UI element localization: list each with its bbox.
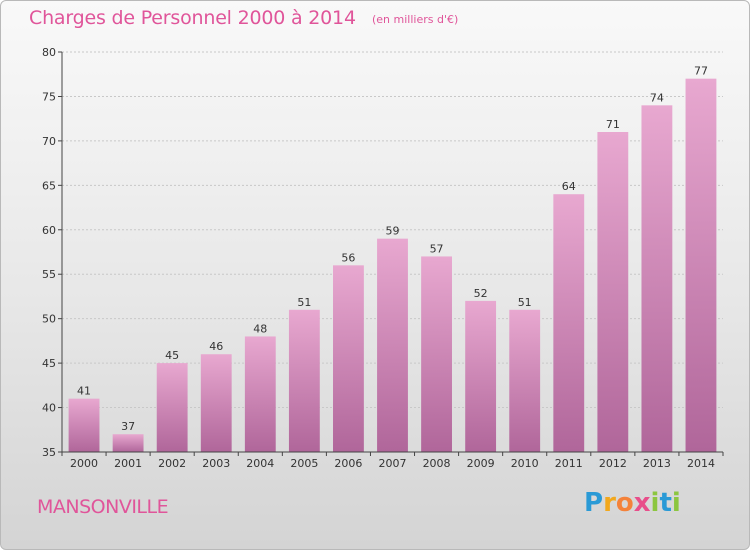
bar-2014[interactable] [685, 78, 717, 453]
value-label: 52 [474, 287, 488, 300]
value-label: 56 [341, 251, 355, 264]
x-tick-label: 2012 [599, 457, 627, 470]
y-tick-label: 75 [42, 90, 56, 103]
value-label: 51 [297, 296, 311, 309]
y-tick-label: 50 [42, 313, 56, 326]
value-label: 57 [430, 242, 444, 255]
bar-2000[interactable] [68, 398, 100, 452]
logo-letter: P [584, 488, 604, 518]
logo-letter: x [633, 488, 651, 518]
y-tick-label: 55 [42, 268, 56, 281]
y-tick-label: 60 [42, 224, 56, 237]
value-label: 45 [165, 349, 179, 362]
bar-2006[interactable] [333, 265, 364, 452]
x-tick-label: 2006 [334, 457, 362, 470]
proxiti-logo[interactable]: Proxiti [584, 488, 681, 518]
bar-2013[interactable] [641, 105, 673, 452]
value-label: 48 [253, 322, 267, 335]
value-label: 74 [650, 91, 664, 104]
value-label: 77 [694, 65, 708, 78]
y-tick-label: 35 [42, 446, 56, 459]
chart-subtitle: (en milliers d'€) [372, 13, 459, 26]
x-tick-label: 2003 [202, 457, 230, 470]
y-tick-label: 40 [42, 402, 56, 415]
bar-2012[interactable] [597, 132, 629, 452]
x-tick-label: 2001 [114, 457, 142, 470]
x-tick-label: 2007 [379, 457, 407, 470]
bar-2003[interactable] [200, 354, 232, 452]
x-tick-label: 2005 [290, 457, 318, 470]
value-label: 46 [209, 340, 223, 353]
logo-letter: r [603, 488, 616, 518]
value-label: 59 [386, 225, 400, 238]
value-label: 64 [562, 180, 576, 193]
x-tick-label: 2008 [423, 457, 451, 470]
bar-2010[interactable] [509, 309, 541, 452]
chart-title: Charges de Personnel 2000 à 2014 [29, 7, 356, 29]
value-label: 37 [121, 420, 135, 433]
x-tick-label: 2002 [158, 457, 186, 470]
x-tick-label: 2000 [70, 457, 98, 470]
x-tick-label: 2011 [555, 457, 583, 470]
value-label: 71 [606, 118, 620, 131]
logo-letter: i [671, 488, 681, 518]
y-tick-label: 45 [42, 357, 56, 370]
x-tick-label: 2004 [246, 457, 274, 470]
bar-2001[interactable] [112, 434, 144, 452]
x-tick-label: 2013 [643, 457, 671, 470]
logo-letter: i [650, 488, 660, 518]
y-tick-label: 70 [42, 135, 56, 148]
logo-letter: t [659, 488, 672, 518]
x-tick-label: 2010 [511, 457, 539, 470]
value-label: 41 [77, 385, 91, 398]
logo-letter: o [615, 488, 634, 518]
x-tick-label: 2014 [687, 457, 715, 470]
x-tick-label: 2009 [467, 457, 495, 470]
bar-2008[interactable] [421, 256, 452, 452]
bar-2004[interactable] [244, 336, 276, 452]
value-label: 51 [518, 296, 532, 309]
bar-2007[interactable] [377, 238, 408, 452]
bar-2009[interactable] [465, 300, 497, 452]
bar-2002[interactable] [156, 363, 188, 452]
bar-2005[interactable] [288, 309, 320, 452]
y-tick-label: 65 [42, 179, 56, 192]
bar-2011[interactable] [553, 194, 585, 452]
y-tick-label: 80 [42, 46, 56, 59]
commune-name: MANSONVILLE [37, 496, 169, 518]
